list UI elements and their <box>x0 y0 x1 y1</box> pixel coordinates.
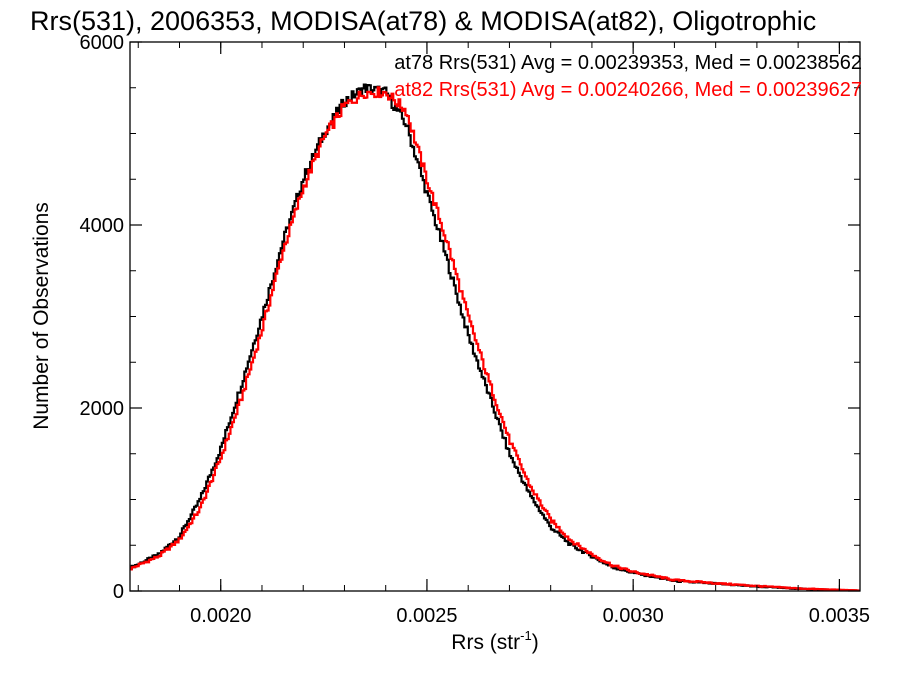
x-axis-label-superscript: -1 <box>520 628 532 643</box>
x-axis: 0.0020 0.0025 0.0030 0.0035 <box>137 42 870 627</box>
x-tick-label: 0.0025 <box>396 605 457 627</box>
chart-title: Rrs(531), 2006353, MODISA(at78) & MODISA… <box>30 6 816 36</box>
y-tick-label: 6000 <box>80 32 125 54</box>
x-tick-label: 0.0035 <box>809 605 870 627</box>
series-layer <box>130 83 860 591</box>
x-tick-label: 0.0020 <box>190 605 251 627</box>
y-axis-label: Number of Observations <box>30 202 53 430</box>
legend-entry-at78: at78 Rrs(531) Avg = 0.00239353, Med = 0.… <box>394 52 862 74</box>
y-tick-label: 0 <box>113 581 124 603</box>
x-axis-label: Rrs (str-1) <box>451 628 538 654</box>
y-tick-label: 4000 <box>80 215 125 237</box>
legend-entry-at82: at82 Rrs(531) Avg = 0.00240266, Med = 0.… <box>394 79 862 101</box>
x-tick-label: 0.0030 <box>603 605 664 627</box>
y-tick-label: 2000 <box>80 398 125 420</box>
series-line-at82 <box>130 86 860 591</box>
plot-frame <box>129 41 861 592</box>
y-axis: 0 2000 4000 6000 <box>80 32 860 603</box>
series-line-at78 <box>130 83 860 591</box>
